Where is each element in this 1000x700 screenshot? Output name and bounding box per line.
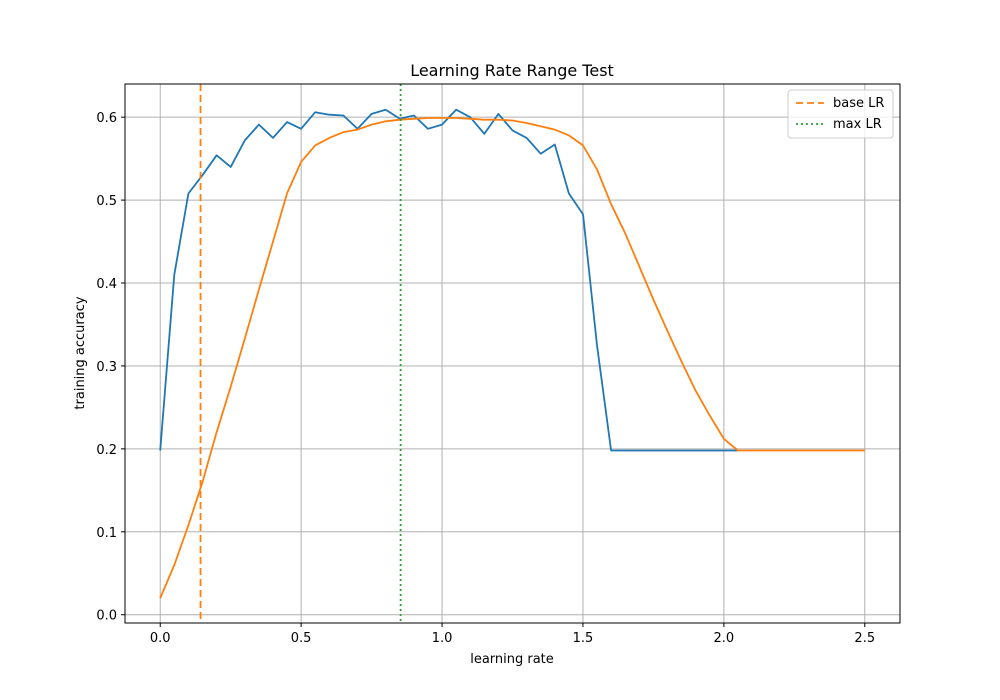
y-tick-label: 0.6 [96, 111, 117, 126]
x-tick-label: 2.0 [714, 631, 735, 646]
plot-frame [124, 83, 901, 624]
y-tick-label: 0.2 [96, 443, 117, 458]
y-tick-label: 0.4 [96, 277, 117, 292]
reference-lines [199, 84, 402, 623]
x-axis-label: learning rate [470, 652, 554, 667]
series-lines [159, 108, 865, 599]
grid [125, 84, 900, 623]
legend-label-max-lr: max LR [833, 117, 882, 132]
x-tick-label: 0.0 [150, 631, 171, 646]
x-tick-label: 1.5 [573, 631, 594, 646]
y-tick-label: 0.1 [96, 526, 117, 541]
legend-box [787, 89, 894, 139]
x-tick-label: 2.5 [854, 631, 875, 646]
x-tick-label: 0.5 [291, 631, 312, 646]
series-line-1 [159, 117, 865, 599]
y-axis: 0.0 0.1 0.2 0.3 0.4 0.5 0.6 [96, 111, 125, 624]
y-tick-label: 0.3 [96, 360, 117, 375]
legend-label-base-lr: base LR [833, 96, 884, 111]
y-axis-label: training accuracy [73, 296, 88, 409]
x-tick-label: 1.0 [432, 631, 453, 646]
x-axis: 0.0 0.5 1.0 1.5 2.0 2.5 [150, 623, 875, 646]
y-tick-label: 0.5 [96, 194, 117, 209]
chart-title: Learning Rate Range Test [410, 61, 614, 80]
legend: base LR max LR [787, 89, 894, 139]
y-tick-label: 0.0 [96, 609, 117, 624]
